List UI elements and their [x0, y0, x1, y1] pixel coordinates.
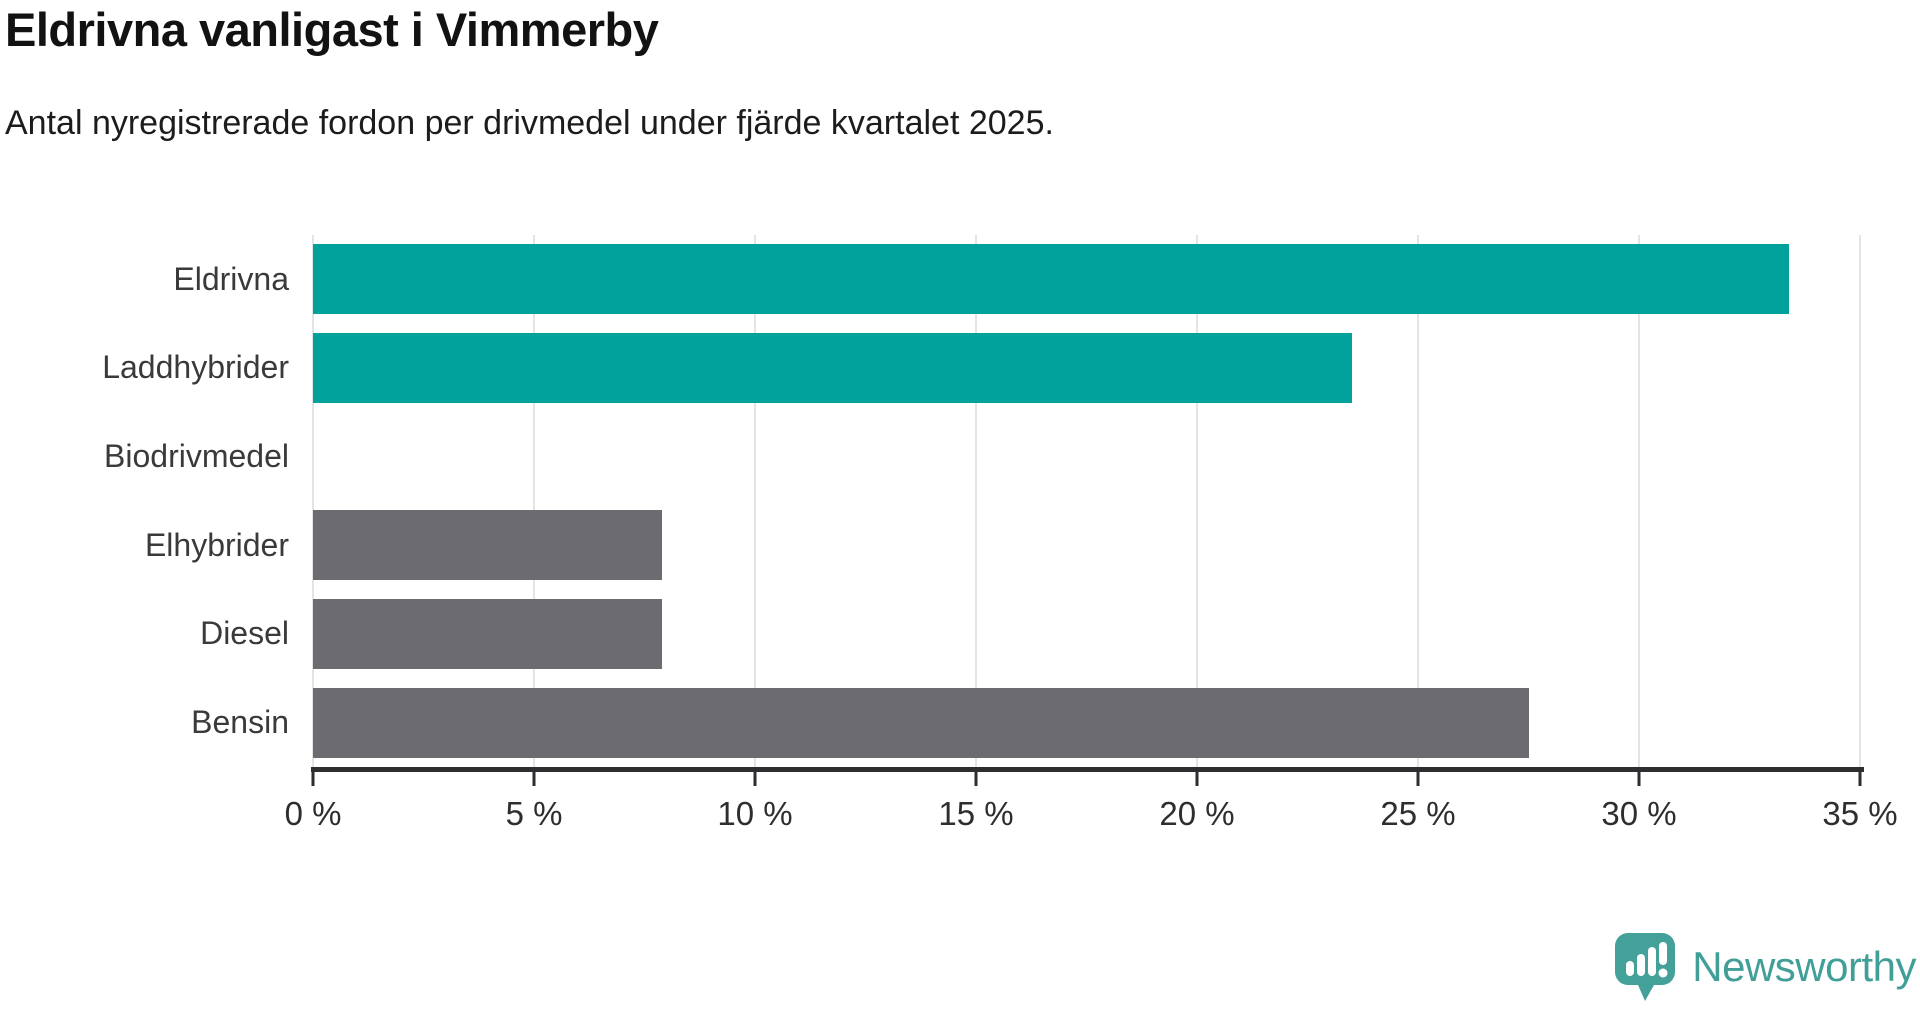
x-axis-tick-label: 30 %	[1601, 795, 1677, 832]
x-axis-tick	[974, 767, 978, 786]
x-axis-tick	[1416, 767, 1420, 786]
chart-subtitle: Antal nyregistrerade fordon per drivmede…	[5, 104, 1054, 142]
x-axis-tick	[753, 767, 757, 786]
speech-bubble-bar-chart-icon	[1615, 933, 1676, 1001]
gridline	[533, 235, 535, 767]
brand-footer: Newsworthy	[1614, 932, 1916, 1002]
gridline	[312, 235, 314, 767]
category-label: Elhybrider	[144, 526, 289, 563]
bar-elhybrider	[313, 510, 663, 581]
bar-laddhybrider	[313, 333, 1352, 403]
chart-title: Eldrivna vanligast i Vimmerby	[5, 3, 659, 56]
gridline	[1859, 235, 1861, 767]
category-label: Eldrivna	[173, 260, 289, 297]
bar-diesel	[313, 599, 663, 669]
bar-bensin	[313, 687, 1529, 758]
x-axis-tick-label: 35 %	[1822, 795, 1898, 832]
x-axis-tick-label: 5 %	[505, 795, 563, 832]
x-axis-tick-label: 15 %	[938, 795, 1014, 832]
x-axis-tick-label: 25 %	[1380, 795, 1456, 832]
x-axis-tick	[311, 767, 315, 786]
x-axis-tick-label: 20 %	[1159, 795, 1235, 832]
category-label: Biodrivmedel	[104, 438, 289, 475]
x-axis-tick	[1858, 767, 1862, 786]
gridline	[975, 235, 977, 767]
gridline	[1417, 235, 1419, 767]
x-axis-line	[311, 767, 1864, 772]
category-label: Laddhybrider	[102, 349, 289, 386]
x-axis-tick	[532, 767, 536, 786]
x-axis-tick-label: 10 %	[717, 795, 793, 832]
gridline	[754, 235, 756, 767]
gridline	[1638, 235, 1640, 767]
plot-area: Eldrivna Laddhybrider Biodrivmedel Elhybrid…	[102, 235, 1898, 832]
bar-eldrivna	[313, 244, 1790, 315]
category-label: Diesel	[200, 615, 289, 652]
x-axis-tick-label: 0 %	[284, 795, 342, 832]
brand-name: Newsworthy	[1692, 943, 1916, 990]
x-axis-tick	[1637, 767, 1641, 786]
x-axis-tick	[1195, 767, 1199, 786]
category-label: Bensin	[191, 704, 289, 741]
gridline	[1196, 235, 1198, 767]
